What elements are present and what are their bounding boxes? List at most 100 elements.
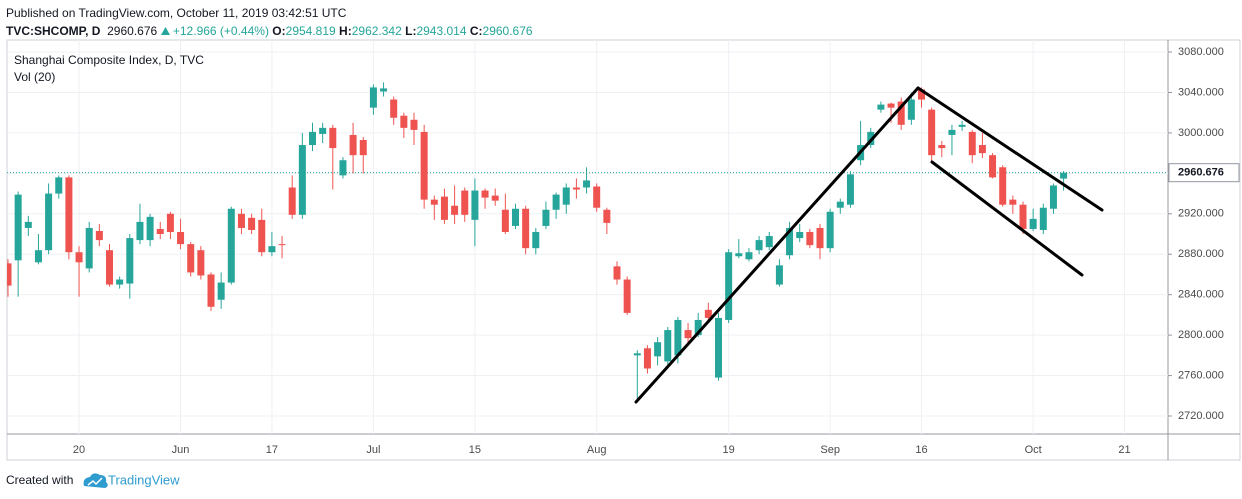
candle-body (95, 230, 103, 241)
symbol: TVC:SHCOMP, D (6, 24, 101, 38)
candle-body (735, 253, 743, 257)
candle-body (674, 319, 682, 356)
candle-body (562, 187, 570, 205)
ohlc-value: 2943.014 (416, 24, 467, 38)
candle-body (978, 145, 986, 154)
candle-body (846, 174, 854, 205)
ohlc-label: O: (272, 24, 286, 38)
last-price-label: 2960.676 (1178, 167, 1224, 179)
x-tick-label: Sep (820, 444, 840, 456)
candle-body (1009, 199, 1017, 205)
candle-body (877, 104, 885, 110)
header: Published on TradingView.com, October 11… (6, 4, 533, 40)
candle-body (948, 129, 956, 135)
candle-body (55, 177, 63, 194)
candles (7, 82, 1068, 401)
axes: 2720.000 2760.000 2800.000 2840.000 2880.000… (73, 46, 1240, 456)
candle-body (684, 330, 692, 339)
trend-line (916, 86, 1104, 212)
ohlc-label: C: (469, 24, 483, 38)
candle-body (309, 131, 316, 146)
candle-body (633, 353, 641, 356)
candle-body (928, 109, 936, 156)
up-arrow (160, 27, 170, 35)
candle-body (156, 228, 164, 235)
candle-body (613, 266, 621, 280)
candle-body (278, 244, 286, 246)
candle-body (532, 231, 540, 249)
candle-body (887, 103, 895, 108)
candle-body (14, 194, 22, 261)
x-tick-label: Jun (172, 444, 190, 456)
published-line: Published on TradingView.com, October 11… (6, 6, 347, 20)
candle-body (1039, 207, 1047, 230)
footer-brand: TradingView (108, 472, 180, 487)
candle-body (197, 250, 205, 276)
candle-body (166, 213, 174, 232)
y-tick-label: 2920.000 (1178, 208, 1224, 220)
candle-body (643, 348, 651, 369)
x-tick-label: Oct (1025, 444, 1042, 456)
candle-body (593, 186, 601, 208)
candle-body (816, 227, 824, 249)
candle-body (106, 250, 113, 285)
candle-body (268, 246, 276, 253)
candle-body (380, 88, 388, 92)
x-tick-label: 15 (469, 444, 481, 456)
candle-body (765, 236, 773, 248)
trend-lines (634, 86, 1104, 404)
logo-cloud (83, 473, 108, 488)
candle-body (907, 99, 915, 120)
candle-body (968, 131, 976, 156)
y-tick-label: 2880.000 (1178, 248, 1224, 260)
candle-body (664, 330, 672, 362)
y-tick-label: 3080.000 (1178, 46, 1224, 58)
candle-body (836, 201, 844, 208)
ohlc-label: L: (405, 24, 417, 38)
x-tick-label: Jul (366, 444, 380, 456)
candle-body (451, 205, 459, 215)
candle-body (227, 208, 235, 283)
candle-body (989, 155, 997, 178)
candle-body (258, 219, 266, 253)
trend-line (634, 86, 920, 404)
candle-body (319, 127, 327, 134)
candle-body (1049, 185, 1057, 209)
candle-body (755, 240, 763, 251)
ohlc-value: 2960.676 (482, 24, 533, 38)
candle-body (826, 211, 834, 249)
x-tick-label: 17 (266, 444, 278, 456)
candle-body (1060, 172, 1068, 179)
candle-body (410, 119, 418, 130)
x-tick-label: 19 (723, 444, 735, 456)
candle-body (481, 190, 489, 198)
candle-body (349, 134, 357, 156)
y-tick-label: 2720.000 (1178, 410, 1224, 422)
candle-body (542, 209, 550, 226)
candle-body (440, 196, 448, 220)
candle-body (400, 115, 408, 128)
chart-subtitle: Vol (20) (14, 70, 55, 84)
candle-body (918, 89, 925, 100)
candle-body (116, 279, 124, 285)
candle-body (938, 145, 946, 149)
candle-body (298, 145, 306, 215)
candle-body (136, 221, 144, 241)
y-tick-label: 2760.000 (1178, 369, 1224, 381)
candle-body (177, 231, 185, 245)
candle-body (339, 160, 347, 176)
candle-body (248, 217, 256, 230)
chart-frame (6, 39, 1241, 461)
footer-text: Created with (6, 473, 73, 487)
trend-line (930, 160, 1084, 277)
candle-body (207, 274, 215, 307)
brand-logo (83, 473, 108, 488)
candle-body (623, 279, 631, 313)
candle-body (217, 282, 225, 300)
candle-body (1019, 204, 1027, 229)
candle-body (85, 227, 93, 269)
candle-body (390, 99, 398, 118)
y-tick-label: 2840.000 (1178, 289, 1224, 301)
